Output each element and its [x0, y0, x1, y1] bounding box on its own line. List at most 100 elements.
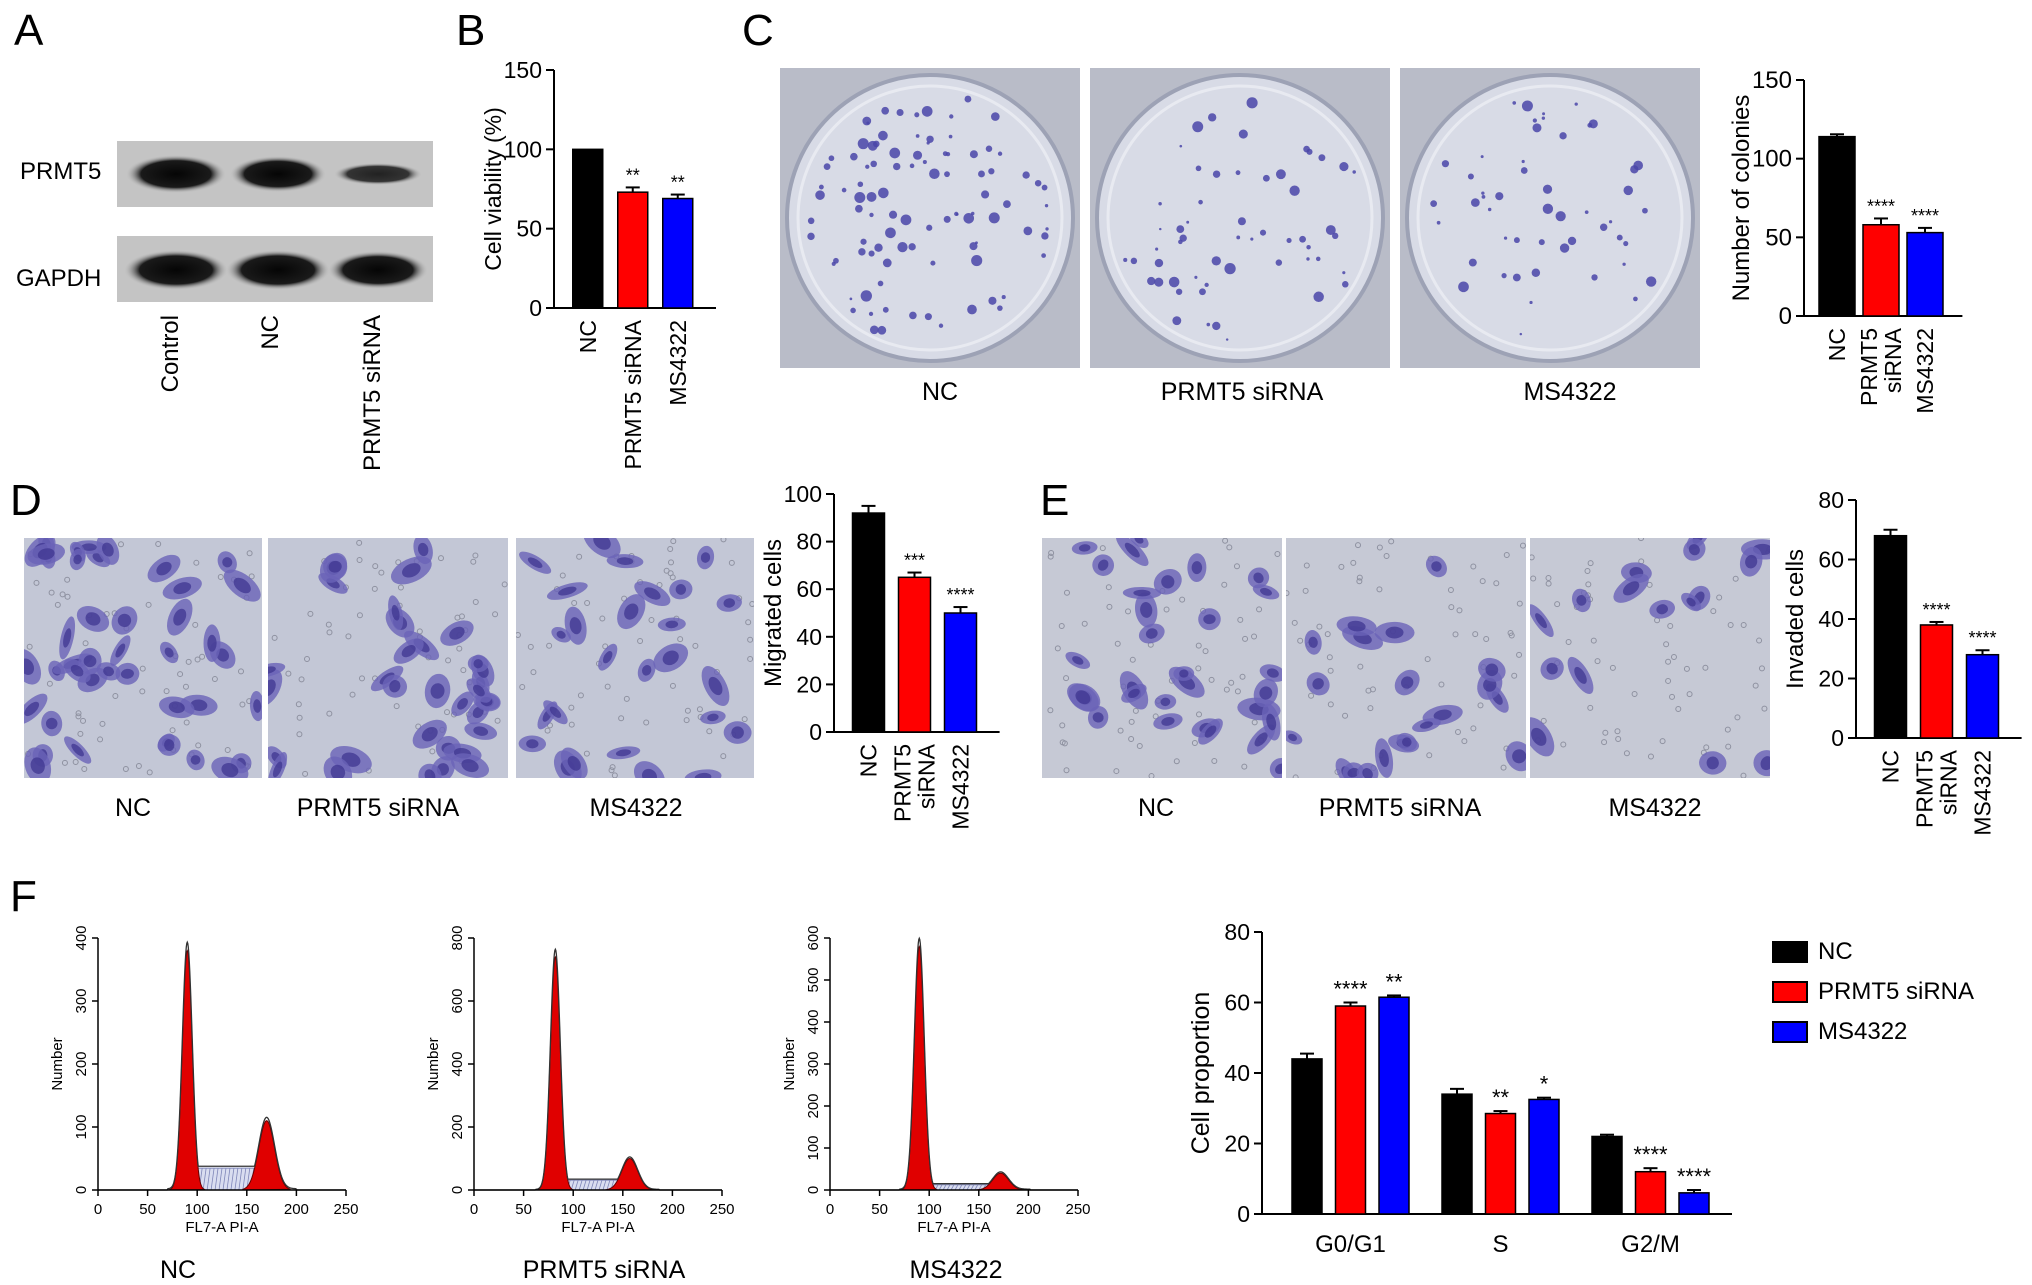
- membrane-pore: [1601, 739, 1608, 746]
- membrane-pore: [1222, 538, 1229, 544]
- y-tick-label: 0: [73, 1186, 90, 1194]
- colony: [1555, 211, 1566, 222]
- cell-nucleus: [1419, 721, 1433, 729]
- membrane-pore: [146, 769, 153, 776]
- cell-nucleus: [641, 665, 652, 676]
- membrane-pore: [1148, 773, 1155, 778]
- cell-nucleus: [1760, 756, 1770, 771]
- g1-peak: [900, 945, 938, 1191]
- hatch-line: [210, 1168, 215, 1191]
- cell-nucleus: [665, 620, 679, 629]
- membrane-pore: [741, 716, 748, 723]
- cell-nucleus: [473, 726, 489, 736]
- cell-nucleus: [168, 701, 185, 714]
- membrane-pore: [530, 669, 537, 676]
- colony: [943, 215, 951, 223]
- colony: [915, 134, 920, 138]
- membrane-pore: [445, 657, 452, 664]
- membrane-pore: [1059, 739, 1066, 746]
- cell-nucleus: [102, 542, 114, 557]
- colony: [1176, 225, 1185, 234]
- membrane-pore: [1675, 706, 1682, 713]
- cell-nucleus: [1574, 666, 1587, 684]
- caption-d-prmt5-sirna: PRMT5 siRNA: [296, 794, 460, 822]
- membrane-pore: [1686, 691, 1693, 698]
- membrane-pore: [1196, 711, 1203, 718]
- colony: [1623, 185, 1633, 196]
- cell-nucleus: [593, 538, 611, 550]
- plate-rim: [1416, 84, 1684, 352]
- y-tick-label: 300: [73, 988, 90, 1013]
- panel-label-c: C: [742, 6, 774, 55]
- cell-nucleus: [156, 561, 172, 576]
- colony: [949, 114, 954, 119]
- colony: [924, 313, 932, 321]
- membrane-pore: [81, 765, 88, 772]
- membrane-pore: [99, 720, 106, 727]
- y-tick-label: 200: [805, 1093, 822, 1118]
- membrane-pore: [1302, 587, 1309, 594]
- x-tick-label: 200: [660, 1201, 685, 1218]
- membrane-pore: [169, 727, 176, 734]
- membrane-pore: [72, 759, 79, 766]
- colony: [854, 191, 866, 203]
- membrane-pore: [684, 707, 691, 714]
- membrane-pore: [747, 655, 754, 662]
- membrane-pore: [1716, 594, 1723, 601]
- membrane-pore: [199, 653, 206, 660]
- membrane-pore: [1173, 758, 1180, 765]
- cell-nucleus: [120, 668, 134, 679]
- membrane-pore: [1454, 729, 1461, 736]
- colony: [882, 306, 889, 313]
- bar: [897, 576, 932, 733]
- cell-nucleus: [1253, 572, 1264, 584]
- membrane-pore: [1516, 651, 1523, 658]
- cell-nucleus: [73, 554, 82, 565]
- significance-label: ****: [1677, 1164, 1712, 1189]
- membrane-pore: [1734, 714, 1741, 721]
- membrane-pore: [372, 563, 379, 570]
- bar: [1919, 624, 1954, 739]
- colony: [1467, 173, 1474, 180]
- membrane-pore: [1228, 679, 1235, 686]
- colony: [1192, 121, 1204, 133]
- bar: [1818, 135, 1856, 317]
- membrane-pore: [1483, 635, 1490, 642]
- membrane-pore: [611, 772, 618, 778]
- cell-nucleus: [1362, 768, 1373, 778]
- y-tick-label: 60: [796, 576, 822, 602]
- cell-nucleus: [1433, 709, 1452, 721]
- membrane-pore: [623, 695, 630, 702]
- y-tick-label: 80: [1224, 919, 1250, 945]
- colony: [1023, 226, 1033, 236]
- membrane-pore: [1365, 687, 1372, 694]
- membrane-pore: [444, 709, 451, 716]
- colony: [1512, 101, 1517, 105]
- membrane-pore: [1631, 690, 1638, 697]
- membrane-pore: [1081, 620, 1088, 627]
- membrane-pore: [177, 671, 184, 678]
- cell-nucleus: [1133, 589, 1151, 597]
- membrane-pore: [59, 591, 66, 598]
- colony: [807, 217, 815, 225]
- colony: [1622, 262, 1626, 266]
- colony: [1041, 232, 1049, 240]
- cell-nucleus: [1092, 712, 1104, 723]
- membrane-pore: [1540, 717, 1547, 724]
- colony: [1045, 227, 1049, 231]
- hatch-line: [570, 1179, 575, 1191]
- colony: [1481, 191, 1485, 195]
- colony: [1186, 220, 1190, 224]
- histogram-f-ms: 0 50 100 150 200 250 0 100 200 300 400 500 600 FL7-A …: [781, 925, 1091, 1236]
- colony: [1342, 281, 1349, 288]
- colony: [1633, 296, 1638, 302]
- colony: [1250, 237, 1254, 241]
- membrane-pore: [325, 621, 332, 628]
- plate-dish: [785, 73, 1075, 363]
- cell-nucleus: [164, 739, 175, 751]
- colony: [1501, 273, 1507, 279]
- colony: [849, 297, 853, 301]
- membrane-pore: [1367, 705, 1374, 712]
- cell-nucleus: [1097, 559, 1109, 571]
- membrane-pore: [296, 731, 303, 738]
